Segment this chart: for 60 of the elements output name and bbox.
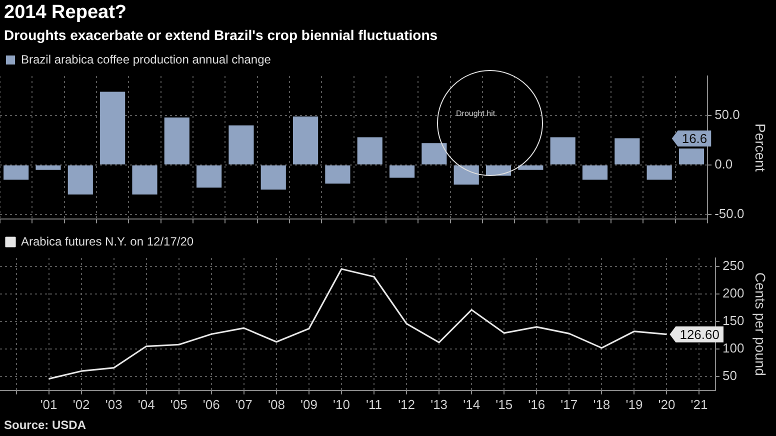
bar [550,137,576,164]
x-tick-label: '13 [430,396,448,412]
y-tick-label: 250 [722,258,744,273]
x-tick-label: '16 [528,396,546,412]
x-tick-label: '01 [40,396,58,412]
x-tick-label: '19 [626,396,643,412]
bar [260,165,286,190]
bar [132,165,158,195]
chart-subtitle: Droughts exacerbate or extend Brazil's crop biennial fluctuations [4,27,438,43]
bar [100,92,126,164]
bar [614,138,640,164]
annotation: Drought hit [456,109,496,118]
x-tick-label: '21 [690,396,708,412]
legend-label: Arabica futures N.Y. on 12/17/20 [21,234,194,248]
x-tick-label: '06 [202,396,220,412]
y-tick-label: 0.0 [714,156,733,172]
bar [164,117,190,164]
data-label: 16.6 [682,131,708,146]
x-tick-label: '08 [268,396,285,412]
x-tick-label: '05 [170,396,188,412]
bar [68,165,93,195]
x-tick-label: '02 [72,396,90,412]
y-axis-title: Cents per pound [752,272,769,376]
x-tick-label: '03 [105,396,122,412]
bar [228,125,254,164]
bar [518,165,544,170]
y-tick-label: 150 [722,313,744,328]
bar [36,165,61,170]
data-label: 126.60 [680,326,720,342]
x-tick-label: '10 [333,396,350,412]
bar [646,165,672,180]
y-tick-label: 50.0 [714,107,740,122]
chart-title: 2014 Repeat? [4,2,127,24]
x-tick-label: '20 [658,396,676,412]
y-axis-title: Percent [752,123,769,172]
bar [582,165,608,180]
bar [389,165,415,178]
x-tick-label: '17 [560,396,578,412]
y-tick-label: 50 [722,368,737,384]
x-tick-label: '14 [463,396,480,412]
source-note: Source: USDA [4,418,86,432]
y-tick-label: -50.0 [714,206,744,221]
legend-label: Brazil arabica coffee production annual change [21,52,272,66]
x-tick-label: '07 [235,396,252,412]
x-tick-label: '09 [300,396,318,412]
bar [422,143,447,164]
bar [293,116,318,164]
y-tick-label: 200 [722,285,744,300]
bar [325,165,350,184]
bar [196,165,222,188]
y-tick-label: 100 [722,340,744,356]
bar [357,137,382,164]
x-tick-label: '04 [138,396,155,412]
x-tick-label: '15 [496,396,513,412]
x-tick-label: '12 [398,396,416,412]
x-tick-label: '18 [593,396,610,412]
x-tick-label: '11 [366,396,382,412]
bar [4,165,29,180]
bar [454,165,479,185]
circle-outline: Drought hit [437,70,543,176]
